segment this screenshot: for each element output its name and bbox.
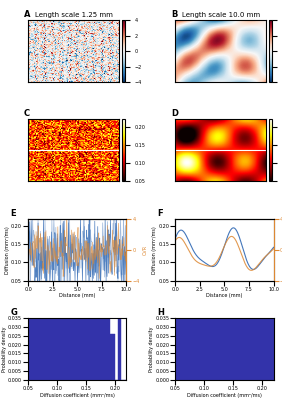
Bar (98, 0, 101, 380)
Bar (39, 0, 42, 380)
Bar (226, 0, 229, 380)
Bar (201, 0, 203, 380)
Bar (192, 0, 195, 380)
Bar (265, 0, 268, 380)
Bar (67, 0, 70, 380)
Bar (96, 0, 98, 380)
Bar (223, 0, 226, 380)
Bar (109, 334, 112, 380)
Bar (209, 0, 212, 380)
Text: C: C (24, 109, 30, 118)
Text: E: E (10, 208, 16, 218)
X-axis label: Diffusion coefficient (mm²/ms): Diffusion coefficient (mm²/ms) (40, 393, 115, 398)
Title: Length scale 10.0 mm: Length scale 10.0 mm (182, 12, 260, 18)
Bar (112, 334, 115, 380)
Bar (59, 0, 62, 380)
Bar (90, 0, 93, 380)
Bar (62, 0, 65, 380)
Text: B: B (171, 10, 177, 19)
Bar (84, 0, 87, 380)
Bar (175, 0, 178, 380)
Bar (240, 0, 243, 380)
Bar (79, 0, 81, 380)
Bar (220, 0, 223, 380)
Y-axis label: Probability density: Probability density (2, 326, 6, 372)
Bar (243, 0, 246, 380)
Bar (246, 0, 248, 380)
Bar (81, 0, 84, 380)
Bar (181, 0, 184, 380)
Bar (215, 0, 217, 380)
Bar (178, 0, 181, 380)
Bar (28, 0, 31, 380)
Title: Length scale 1.25 mm: Length scale 1.25 mm (35, 12, 113, 18)
Bar (93, 0, 96, 380)
Bar (187, 0, 190, 380)
Bar (251, 0, 254, 380)
Bar (262, 0, 265, 380)
Bar (212, 0, 215, 380)
Bar (248, 0, 251, 380)
Bar (232, 0, 234, 380)
Text: H: H (158, 308, 165, 317)
Bar (56, 0, 59, 380)
Bar (206, 0, 209, 380)
Bar (76, 0, 79, 380)
Bar (268, 136, 271, 380)
Bar (107, 0, 109, 380)
Bar (51, 0, 53, 380)
Bar (31, 0, 34, 380)
Y-axis label: Diffusion (mm²/ms): Diffusion (mm²/ms) (5, 226, 10, 274)
Y-axis label: CVR: CVR (143, 244, 147, 255)
Bar (217, 0, 220, 380)
Bar (73, 0, 76, 380)
Bar (234, 0, 237, 380)
Bar (48, 0, 51, 380)
Bar (259, 0, 262, 380)
Bar (257, 0, 259, 380)
Bar (254, 0, 257, 380)
Bar (195, 0, 198, 380)
Bar (118, 288, 121, 380)
Text: D: D (171, 109, 178, 118)
Bar (271, 258, 274, 380)
Bar (190, 0, 192, 380)
Bar (229, 0, 232, 380)
Bar (70, 0, 73, 380)
X-axis label: Diffusion coefficient (mm²/ms): Diffusion coefficient (mm²/ms) (187, 393, 262, 398)
Y-axis label: Probability density: Probability density (149, 326, 154, 372)
Bar (184, 0, 187, 380)
Bar (37, 0, 39, 380)
Bar (45, 0, 48, 380)
Text: G: G (10, 308, 17, 317)
Bar (65, 0, 67, 380)
Bar (237, 0, 240, 380)
Bar (34, 0, 37, 380)
X-axis label: Distance (mm): Distance (mm) (59, 293, 95, 298)
Bar (104, 0, 107, 380)
Bar (198, 0, 201, 380)
Text: F: F (158, 208, 163, 218)
Y-axis label: Diffusion (mm²/ms): Diffusion (mm²/ms) (152, 226, 157, 274)
X-axis label: Distance (mm): Distance (mm) (206, 293, 243, 298)
Bar (101, 0, 104, 380)
Bar (42, 0, 45, 380)
Bar (203, 0, 206, 380)
Bar (87, 0, 90, 380)
Text: A: A (24, 10, 30, 19)
Bar (53, 0, 56, 380)
